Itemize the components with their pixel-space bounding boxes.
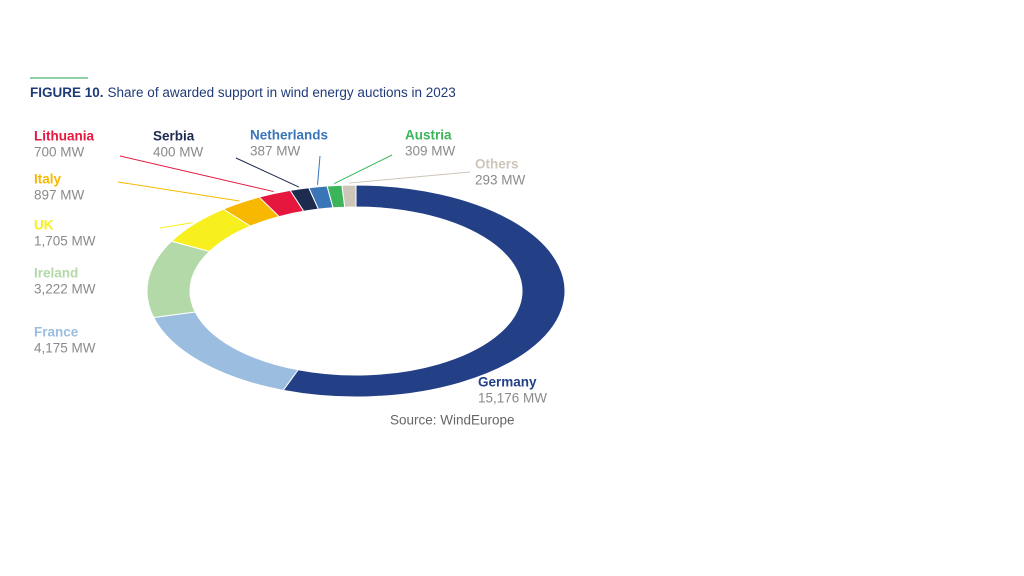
legend-label: Germany (478, 375, 537, 390)
legend-label: France (34, 325, 79, 340)
value-label: 387 MW (250, 144, 301, 159)
legend-label: Serbia (153, 129, 195, 144)
title-label: FIGURE 10. (30, 85, 104, 100)
leader-line (348, 171, 471, 184)
source: Source: WindEurope (390, 413, 515, 428)
value-label: 897 MW (34, 188, 85, 203)
value-label: 400 MW (153, 145, 204, 160)
value-label: 1,705 MW (34, 234, 96, 249)
leader-line (119, 155, 274, 193)
value-label: 15,176 MW (478, 391, 547, 406)
leader-line (317, 155, 321, 185)
leader-line (334, 154, 393, 185)
legend-label: Lithuania (34, 129, 94, 144)
leader-line (159, 222, 193, 229)
leader-line (235, 157, 300, 188)
legend-label: UK (34, 218, 54, 233)
legend-label: Austria (405, 128, 452, 143)
slice (341, 184, 357, 208)
legend-label: Netherlands (250, 128, 328, 143)
value-label: 700 MW (34, 145, 85, 160)
slice (282, 184, 566, 398)
slice (152, 311, 300, 391)
value-label: 309 MW (405, 144, 456, 159)
leader-line (117, 181, 240, 202)
value-label: 293 MW (475, 173, 526, 188)
legend-label: Italy (34, 172, 62, 187)
legend-label: Ireland (34, 266, 78, 281)
slice (146, 240, 211, 319)
chart-title: FIGURE 10. Share of awarded support in wi… (30, 85, 530, 101)
value-label: 4,175 MW (34, 341, 96, 356)
legend-label: Others (475, 157, 519, 172)
title-text: Share of awarded support in wind energy … (107, 85, 456, 100)
value-label: 3,222 MW (34, 282, 96, 297)
